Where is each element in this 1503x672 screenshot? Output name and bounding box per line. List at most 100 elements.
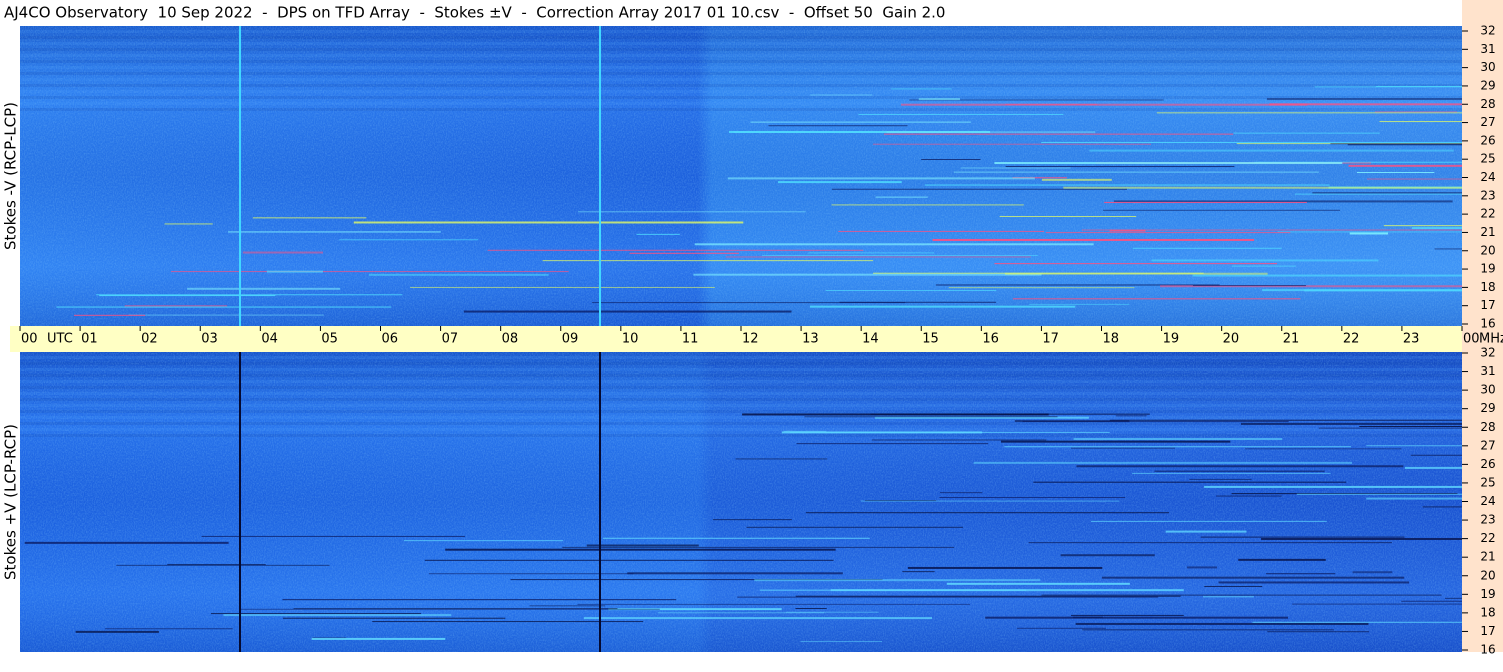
streak — [795, 608, 827, 610]
streak — [1262, 289, 1462, 292]
streak — [1269, 103, 1462, 106]
streak — [1203, 596, 1254, 598]
streak — [583, 617, 933, 620]
streak — [1254, 161, 1462, 163]
y-tick-label: 22 — [1480, 207, 1495, 221]
x-tick-label: 10 — [622, 332, 639, 347]
y-tick-label: 23 — [1480, 513, 1495, 527]
streak — [831, 204, 1024, 206]
y-tick-label: 17 — [1480, 624, 1495, 638]
streak — [510, 579, 883, 581]
streak — [921, 158, 981, 160]
x-tick-label: 02 — [141, 332, 158, 347]
streak — [1238, 558, 1326, 561]
x-tick-label: 05 — [321, 332, 338, 347]
streak — [858, 113, 1064, 115]
streak — [948, 287, 1135, 289]
y-axis-strip — [1462, 26, 1503, 652]
streak — [737, 596, 1159, 598]
streak — [608, 608, 782, 611]
streak — [785, 611, 879, 613]
streak — [1075, 622, 1369, 625]
streak — [960, 167, 1071, 169]
streak — [1261, 537, 1462, 540]
streak — [1192, 274, 1462, 277]
x-axis-label: UTC — [47, 332, 73, 347]
y-tick-label: 19 — [1480, 262, 1495, 276]
streak — [311, 637, 446, 640]
streak — [909, 99, 1164, 101]
x-tick-label: 06 — [382, 332, 399, 347]
streak — [1103, 209, 1341, 211]
y-tick-label: 32 — [1480, 24, 1495, 38]
y-tick-label: 26 — [1480, 133, 1495, 147]
streak — [1434, 248, 1462, 250]
y-tick-label: 23 — [1480, 188, 1495, 202]
streak — [187, 287, 341, 290]
streak — [901, 103, 1308, 106]
streak — [242, 251, 324, 254]
streak — [1411, 227, 1462, 230]
streak — [1165, 530, 1247, 533]
streak — [1014, 420, 1130, 423]
streak — [403, 540, 564, 542]
streak — [1012, 177, 1067, 179]
streak — [875, 416, 1089, 419]
streak — [725, 256, 1031, 258]
streak — [1231, 265, 1296, 267]
streak — [529, 605, 606, 607]
spectrogram-noise — [20, 26, 1462, 326]
streak — [808, 252, 935, 254]
streak — [463, 310, 792, 313]
streak — [810, 94, 873, 96]
streak — [1312, 192, 1462, 194]
streak — [24, 541, 229, 544]
streak — [1216, 495, 1282, 497]
streak — [223, 614, 452, 617]
streak — [266, 270, 324, 273]
y-tick-label: 21 — [1480, 225, 1495, 239]
y-tick-label: 27 — [1480, 115, 1495, 129]
streak — [1366, 445, 1462, 447]
streak — [729, 130, 991, 133]
streak — [1042, 178, 1112, 181]
streak — [1151, 259, 1379, 262]
streak — [712, 519, 792, 521]
streak — [1033, 481, 1347, 483]
streak — [762, 255, 1038, 257]
streak — [1266, 98, 1462, 101]
streak — [1192, 285, 1306, 287]
streak — [875, 196, 928, 198]
streak — [1422, 506, 1462, 508]
x-tick-label: 19 — [1163, 332, 1180, 347]
x-tick-label: 16 — [982, 332, 999, 347]
streak — [1060, 554, 1155, 557]
streak — [918, 98, 961, 101]
y-tick-label: 27 — [1480, 438, 1495, 452]
streak — [339, 239, 479, 241]
chart-title: AJ4CO Observatory 10 Sep 2022 - DPS on T… — [4, 4, 945, 22]
streak — [228, 231, 441, 233]
streak — [201, 535, 465, 537]
streak — [577, 211, 806, 213]
streak — [1076, 465, 1404, 468]
y-tick-label: 28 — [1480, 97, 1495, 111]
streak — [1445, 597, 1462, 599]
streak — [1073, 438, 1283, 441]
streak — [1267, 631, 1370, 633]
streak — [1000, 440, 1231, 443]
streak — [1160, 285, 1462, 288]
streak — [985, 616, 1289, 619]
streak — [293, 608, 618, 610]
streak — [1374, 111, 1458, 113]
y-tick-label: 31 — [1480, 364, 1495, 378]
streak — [542, 260, 874, 262]
streak — [883, 133, 1234, 135]
streak — [924, 184, 1330, 186]
streak — [1379, 121, 1462, 123]
streak — [1063, 186, 1462, 189]
streak — [886, 131, 1096, 133]
streak — [1383, 225, 1462, 227]
streak — [487, 249, 864, 251]
streak — [1318, 427, 1462, 429]
